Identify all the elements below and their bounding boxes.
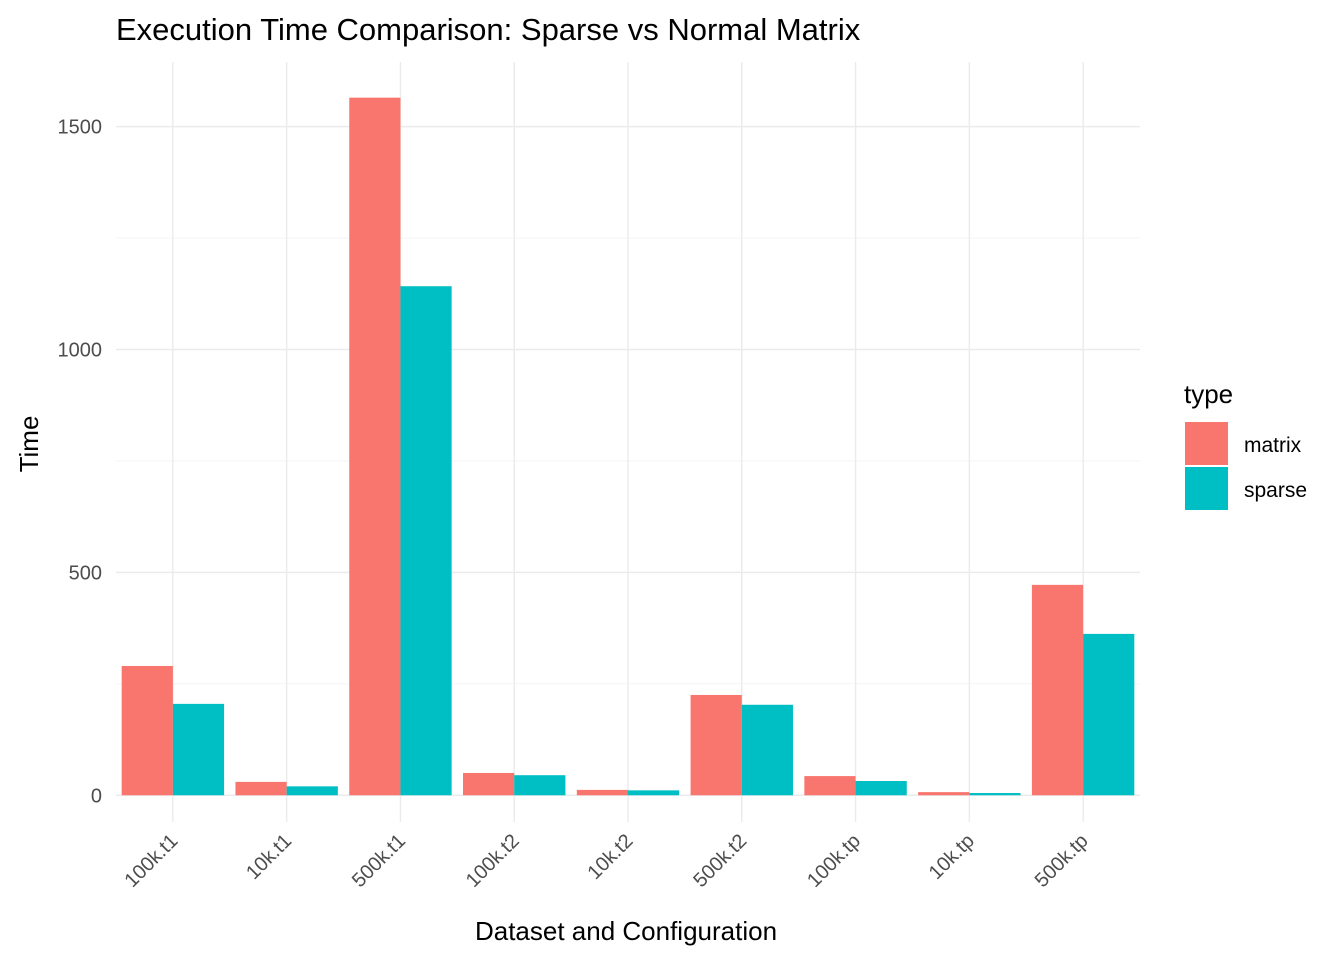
bar-matrix-10k.t2 bbox=[576, 789, 628, 796]
bar-sparse-10k.t1 bbox=[286, 786, 338, 796]
x-tick-label: 100k.tp bbox=[803, 830, 865, 892]
bar-matrix-10k.tp bbox=[918, 792, 970, 796]
x-tick-label: 10k.tp bbox=[925, 830, 979, 884]
y-tick-label: 1500 bbox=[58, 117, 103, 139]
legend-swatch-sparse bbox=[1185, 467, 1228, 510]
x-tick-label: 100k.t1 bbox=[120, 830, 182, 892]
y-axis-ticks: 0 500 1000 1500 bbox=[58, 117, 103, 808]
bar-sparse-100k.t2 bbox=[514, 775, 566, 796]
bar-matrix-100k.t2 bbox=[463, 772, 515, 796]
y-tick-label: 500 bbox=[69, 562, 102, 584]
x-tick-label: 500k.t1 bbox=[348, 830, 410, 892]
x-tick-label: 10k.t1 bbox=[242, 830, 296, 884]
bar-sparse-10k.t2 bbox=[628, 790, 680, 796]
x-tick-label: 100k.t2 bbox=[462, 830, 524, 892]
bar-matrix-100k.t1 bbox=[121, 665, 173, 796]
bar-sparse-10k.tp bbox=[969, 793, 1021, 796]
bar-matrix-500k.t1 bbox=[349, 97, 401, 796]
bar-sparse-500k.t1 bbox=[400, 286, 452, 796]
x-tick-label: 10k.t2 bbox=[583, 830, 637, 884]
x-axis-title: Dataset and Configuration bbox=[475, 916, 777, 946]
chart-title: Execution Time Comparison: Sparse vs Nor… bbox=[116, 12, 861, 47]
legend-swatch-matrix bbox=[1185, 422, 1228, 465]
y-axis-title: Time bbox=[14, 416, 44, 473]
bar-sparse-500k.t2 bbox=[741, 704, 793, 796]
bar-matrix-500k.t2 bbox=[690, 694, 742, 796]
bar-matrix-100k.tp bbox=[804, 776, 856, 796]
bar-sparse-100k.tp bbox=[855, 780, 907, 796]
legend: type matrix sparse bbox=[1184, 379, 1307, 510]
bar-sparse-100k.t1 bbox=[172, 703, 225, 796]
x-axis-ticks: 100k.t1 10k.t1 500k.t1 100k.t2 10k.t2 500k.t2… bbox=[120, 830, 1092, 892]
legend-label-matrix: matrix bbox=[1244, 434, 1302, 457]
legend-title: type bbox=[1184, 379, 1233, 409]
legend-label-sparse: sparse bbox=[1244, 479, 1307, 502]
y-tick-label: 1000 bbox=[58, 340, 103, 362]
bar-matrix-10k.t1 bbox=[235, 781, 287, 796]
grid-lines bbox=[116, 62, 1140, 822]
x-tick-label: 500k.tp bbox=[1031, 830, 1093, 892]
bar-matrix-500k.tp bbox=[1031, 584, 1084, 796]
x-tick-label: 500k.t2 bbox=[689, 830, 751, 892]
bar-sparse-500k.tp bbox=[1083, 633, 1135, 796]
y-tick-label: 0 bbox=[91, 785, 102, 807]
bars bbox=[121, 97, 1135, 796]
